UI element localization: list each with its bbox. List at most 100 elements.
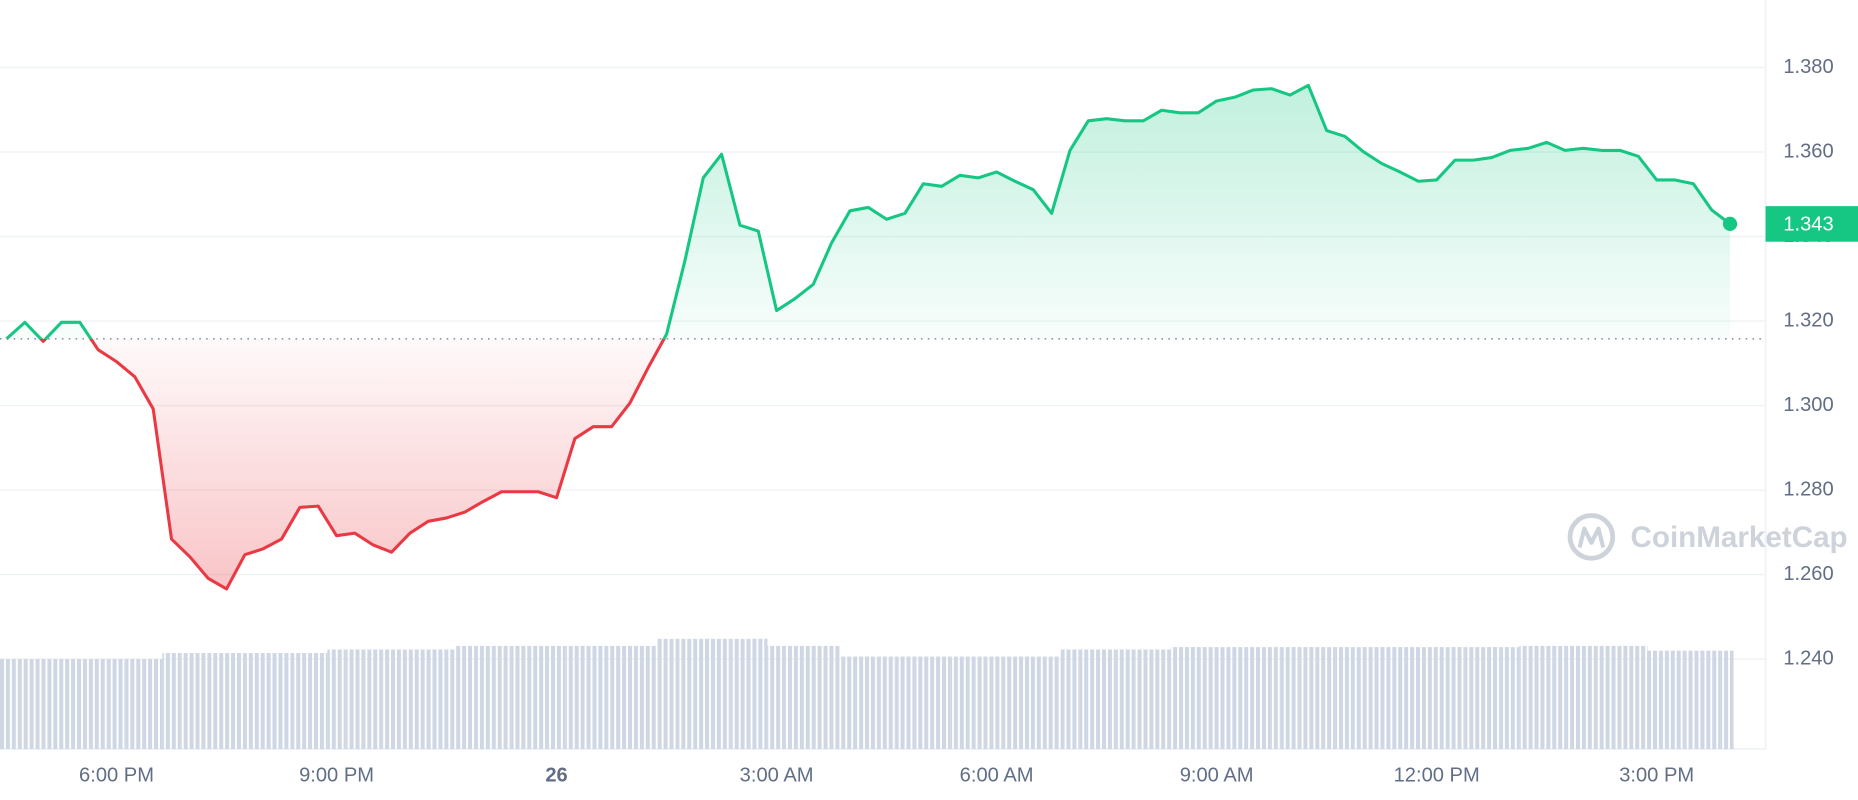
volume-bar	[1170, 647, 1190, 750]
volume-bar	[1042, 656, 1061, 750]
volume-bar	[235, 653, 255, 750]
volume-bar	[290, 653, 310, 750]
volume-bar	[694, 638, 713, 750]
volume-bar	[804, 645, 823, 750]
volume-bar	[1537, 645, 1556, 750]
volume-bar	[1555, 645, 1575, 750]
volume-bar	[950, 656, 970, 750]
volume-bar	[1409, 647, 1428, 750]
volume-bar	[492, 645, 511, 750]
volume-bar	[657, 638, 676, 750]
volume-bar	[1665, 650, 1685, 750]
volume-bar	[822, 645, 841, 750]
volume-bar	[107, 658, 126, 750]
volume-bar	[767, 645, 786, 750]
y-tick-label: 1.300	[1783, 394, 1833, 416]
volume-bar	[1335, 647, 1355, 750]
volume-bar	[547, 645, 566, 750]
volume-bar	[584, 645, 603, 750]
volume-bar	[1079, 649, 1098, 750]
volume-bar	[382, 649, 401, 750]
volume-bar	[419, 649, 438, 750]
volume-bar	[1005, 656, 1025, 750]
volume-bar	[1464, 647, 1483, 750]
volume-bar	[1610, 645, 1630, 750]
price-line-up	[5, 83, 1731, 339]
volume-bar	[1060, 649, 1080, 750]
watermark-logo-mark	[1577, 526, 1606, 549]
volume-bar	[785, 645, 805, 750]
watermark-logo	[1567, 513, 1616, 561]
x-tick-label: 9:00 PM	[299, 765, 374, 787]
x-tick-label: 6:00 PM	[79, 765, 154, 787]
volume-bar	[1702, 650, 1721, 750]
volume-bar	[1207, 647, 1226, 750]
volume-bar	[859, 656, 878, 750]
volume-bar	[1152, 649, 1171, 750]
volume-bar	[932, 656, 951, 750]
volume-bar	[675, 638, 695, 750]
volume-bar	[1244, 647, 1263, 750]
volume-bar	[1720, 650, 1734, 750]
volume-bar	[1574, 645, 1593, 750]
volume-bar	[1134, 649, 1153, 750]
volume-bar	[162, 653, 181, 750]
y-tick-label: 1.240	[1783, 647, 1833, 669]
volume-bar	[34, 658, 53, 750]
volume-bar	[1097, 649, 1116, 750]
volume-bar	[895, 656, 915, 750]
volume-bar	[987, 656, 1006, 750]
volume-bar	[1647, 650, 1666, 750]
volume-bar	[1445, 647, 1465, 750]
price-line-down	[6, 338, 666, 591]
volume-bar	[602, 645, 621, 750]
volume-bar	[565, 645, 585, 750]
volume-bar	[272, 653, 291, 750]
volume-bar	[254, 653, 273, 750]
x-tick-label: 12:00 PM	[1394, 765, 1480, 787]
volume-bar	[455, 645, 475, 750]
volume-bar	[70, 658, 90, 750]
volume-bar	[1500, 647, 1520, 750]
y-tick-label: 1.260	[1783, 563, 1833, 585]
volume-bar	[474, 645, 493, 750]
x-tick-label: 26	[545, 765, 567, 787]
volume-bar	[1225, 647, 1245, 750]
volume-bar	[1592, 645, 1611, 750]
volume-bar	[400, 649, 420, 750]
volume-bar	[1390, 647, 1410, 750]
volume-bar	[180, 653, 200, 750]
volume-bar	[1354, 647, 1373, 750]
volume-bar	[969, 656, 988, 750]
volume-bar	[1115, 649, 1135, 750]
volume-bar	[1372, 647, 1391, 750]
volume-bar	[199, 653, 218, 750]
volume-bar	[364, 649, 383, 750]
volume-bar	[345, 649, 365, 750]
volume-bar	[1684, 650, 1703, 750]
y-tick-label: 1.380	[1783, 56, 1833, 78]
volume-bar	[89, 658, 108, 750]
volume-bar	[712, 638, 731, 750]
y-tick-label: 1.360	[1783, 140, 1833, 162]
volume-bar	[52, 658, 71, 750]
volume-bar	[730, 638, 750, 750]
volume-bar	[1317, 647, 1336, 750]
volume-bar	[1299, 647, 1318, 750]
volume-bar	[15, 658, 35, 750]
volume-bar	[1189, 647, 1208, 750]
x-tick-label: 3:00 PM	[1619, 765, 1694, 787]
current-price-box	[1765, 206, 1858, 242]
volume-bar	[510, 645, 530, 750]
volume-bar	[437, 649, 456, 750]
volume-bar	[1519, 645, 1538, 750]
volume-bar	[144, 658, 163, 750]
volume-bar	[529, 645, 548, 750]
y-tick-label: 1.280	[1783, 478, 1833, 500]
volume-bar	[639, 645, 658, 750]
volume-bar	[877, 656, 896, 750]
x-tick-label: 9:00 AM	[1180, 765, 1254, 787]
y-tick-label: 1.320	[1783, 309, 1833, 331]
